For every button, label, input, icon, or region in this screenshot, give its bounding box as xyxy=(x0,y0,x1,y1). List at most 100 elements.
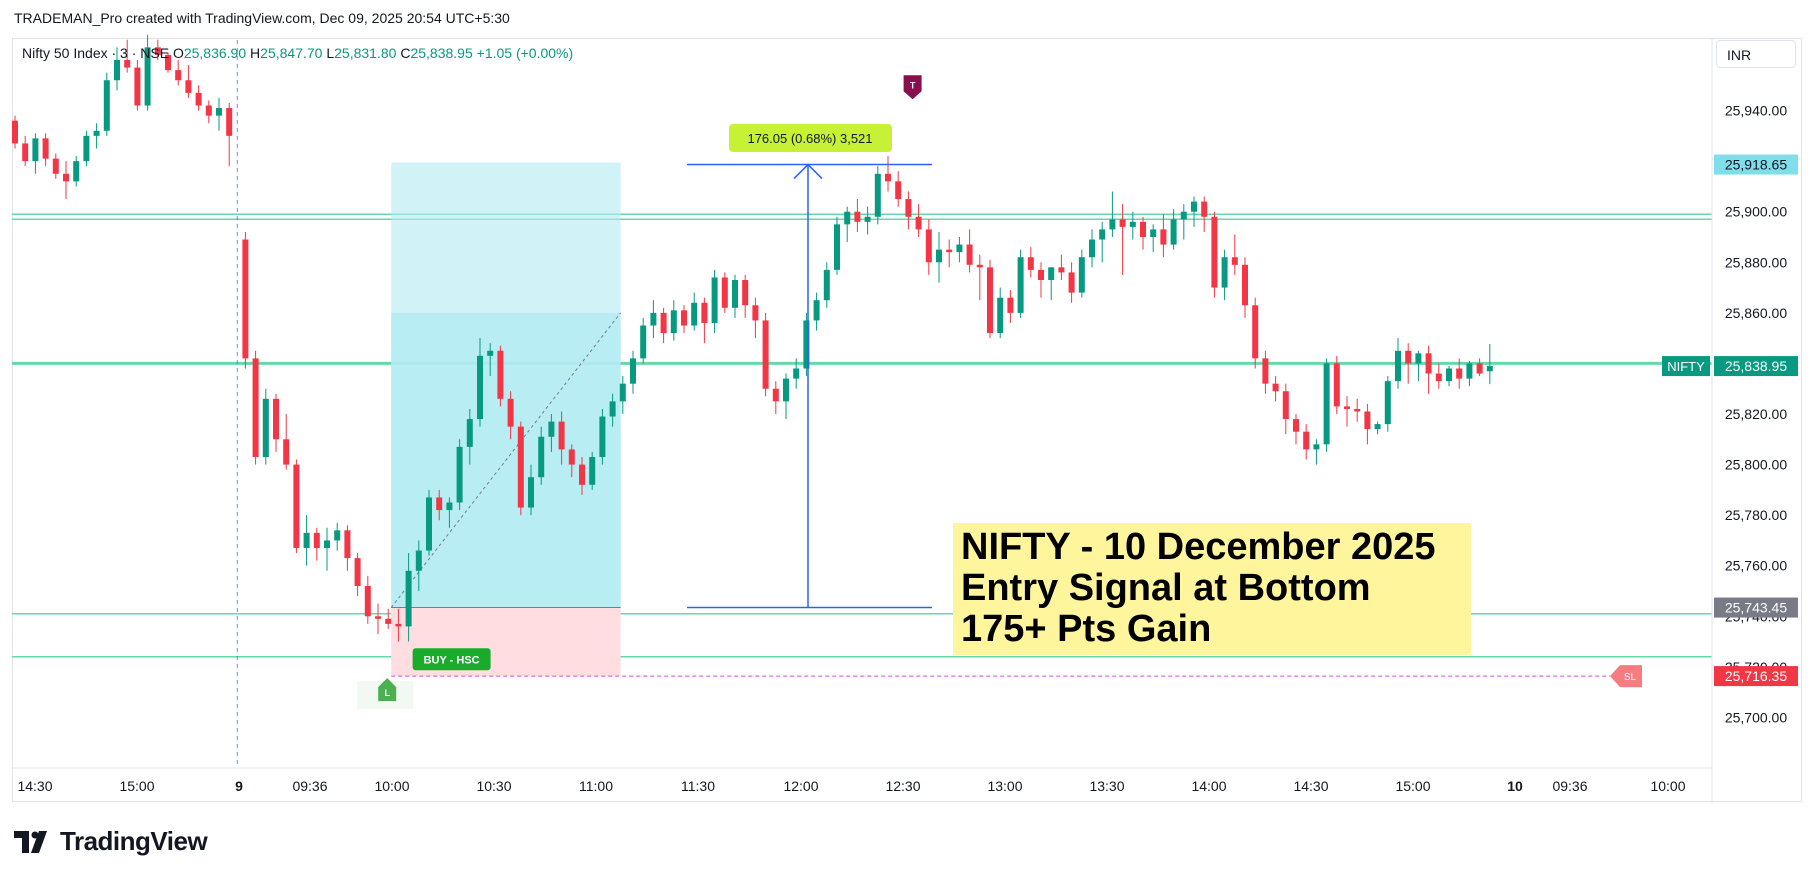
candle-body xyxy=(568,449,575,465)
candle-body xyxy=(721,277,728,308)
candle-body xyxy=(1456,368,1463,379)
symbol-name: Nifty 50 Index · 3 · NSE xyxy=(22,45,170,61)
candle-body xyxy=(864,216,871,222)
price-label-box xyxy=(1714,666,1798,687)
candle-body xyxy=(711,277,718,323)
candle-body xyxy=(895,181,902,200)
candle-body xyxy=(165,54,171,71)
candle-body xyxy=(375,616,381,619)
candle-body xyxy=(660,312,667,334)
candle-body xyxy=(144,47,151,106)
candle-body xyxy=(823,269,830,301)
annotation-line-3: 175+ Pts Gain xyxy=(961,608,1212,650)
candle-body xyxy=(1170,219,1177,245)
price-tick-label: 25,820.00 xyxy=(1725,406,1787,422)
candle-body xyxy=(1038,269,1044,280)
change-value: +1.05 (+0.00%) xyxy=(476,45,574,61)
price-tick-label: 25,780.00 xyxy=(1725,507,1787,523)
time-tick-label: 11:30 xyxy=(681,778,715,794)
target-marker-label: T xyxy=(910,80,916,90)
candle-body xyxy=(793,368,800,379)
candle-body xyxy=(1333,363,1340,407)
candle-body xyxy=(762,320,769,389)
candle-body xyxy=(1140,221,1146,237)
price-tick-label: 25,860.00 xyxy=(1725,305,1787,321)
candle-body xyxy=(364,585,371,617)
candle-body xyxy=(640,325,647,359)
price-label: 25,716.35 xyxy=(1725,668,1787,684)
chart-frame xyxy=(12,38,1802,802)
measure-label-box xyxy=(729,124,892,152)
candle-body xyxy=(1354,408,1361,412)
candle-body xyxy=(283,439,290,465)
chart-caption: TRADEMAN_Pro created with TradingView.co… xyxy=(14,10,510,26)
time-tick-label: 12:30 xyxy=(885,778,920,794)
currency-button[interactable]: INR xyxy=(1716,40,1796,68)
candle-body xyxy=(1129,221,1136,227)
candle-body xyxy=(344,530,351,559)
time-tick-label: 13:00 xyxy=(987,778,1022,794)
candle-body xyxy=(548,421,555,437)
candle-body xyxy=(175,70,182,81)
candle-body xyxy=(752,305,759,321)
time-tick-label: 10:00 xyxy=(1650,778,1685,794)
candle-body xyxy=(1395,350,1401,382)
candle-body xyxy=(844,211,851,225)
tradingview-brand[interactable]: TradingView xyxy=(14,826,208,857)
price-tick-label: 25,700.00 xyxy=(1725,709,1787,725)
low-label: L xyxy=(326,45,335,61)
open-label: O xyxy=(172,45,184,61)
candle-body xyxy=(334,530,341,541)
candle-body xyxy=(293,464,300,549)
candle-body xyxy=(405,570,412,627)
time-tick-label: 09:36 xyxy=(1552,778,1587,794)
long-marker-icon xyxy=(378,678,397,702)
time-tick-label: 15:00 xyxy=(1395,778,1430,794)
time-tick-label: 10:30 xyxy=(476,778,511,794)
buy-marker-box xyxy=(412,648,491,671)
candle-body xyxy=(997,297,1004,334)
candle-body xyxy=(1201,201,1208,217)
time-tick-label: 14:30 xyxy=(1293,778,1328,794)
candle-body xyxy=(273,398,279,440)
candle-body xyxy=(742,279,749,306)
candle-body xyxy=(83,135,90,162)
candle-body xyxy=(976,264,983,268)
time-tick-label: 10 xyxy=(1507,778,1523,794)
tradingview-logo-icon xyxy=(14,830,47,853)
price-label-box xyxy=(1714,154,1798,175)
trade-path-line xyxy=(390,312,621,608)
low-value: 25,831.80 xyxy=(334,45,397,61)
candle-body xyxy=(925,229,932,263)
candle-body xyxy=(946,249,953,253)
candle-body xyxy=(303,532,310,549)
time-tick-label: 14:00 xyxy=(1191,778,1226,794)
time-tick-label: 9 xyxy=(235,778,243,794)
high-label: H xyxy=(250,45,261,61)
candle-body xyxy=(915,216,922,230)
candle-body xyxy=(313,532,320,549)
candle-body xyxy=(1282,391,1289,420)
candle-body xyxy=(905,199,912,217)
candle-body xyxy=(1425,353,1432,374)
time-tick-label: 10:00 xyxy=(374,778,409,794)
candle-body xyxy=(619,383,626,402)
candle-body xyxy=(52,158,59,174)
candle-body xyxy=(22,143,29,162)
open-value: 25,836.90 xyxy=(183,45,247,61)
candle-body xyxy=(1160,229,1167,245)
overlays: 176.05 (0.68%) 3,521 BUY - HSC L T SL xyxy=(236,40,1642,768)
candle-body xyxy=(1466,363,1473,379)
candle-body xyxy=(385,618,392,624)
price-axis: 25,700.0025,720.0025,740.0025,760.0025,7… xyxy=(1662,38,1798,803)
candle-body xyxy=(1293,419,1299,432)
candle-body xyxy=(670,310,677,334)
price-label: 25,918.65 xyxy=(1725,157,1787,173)
candle-body xyxy=(1211,216,1218,288)
candle-body xyxy=(691,302,698,326)
candle-body xyxy=(252,358,259,457)
candle-body xyxy=(497,350,504,399)
candle-body xyxy=(354,558,361,586)
candle-body xyxy=(956,244,963,253)
